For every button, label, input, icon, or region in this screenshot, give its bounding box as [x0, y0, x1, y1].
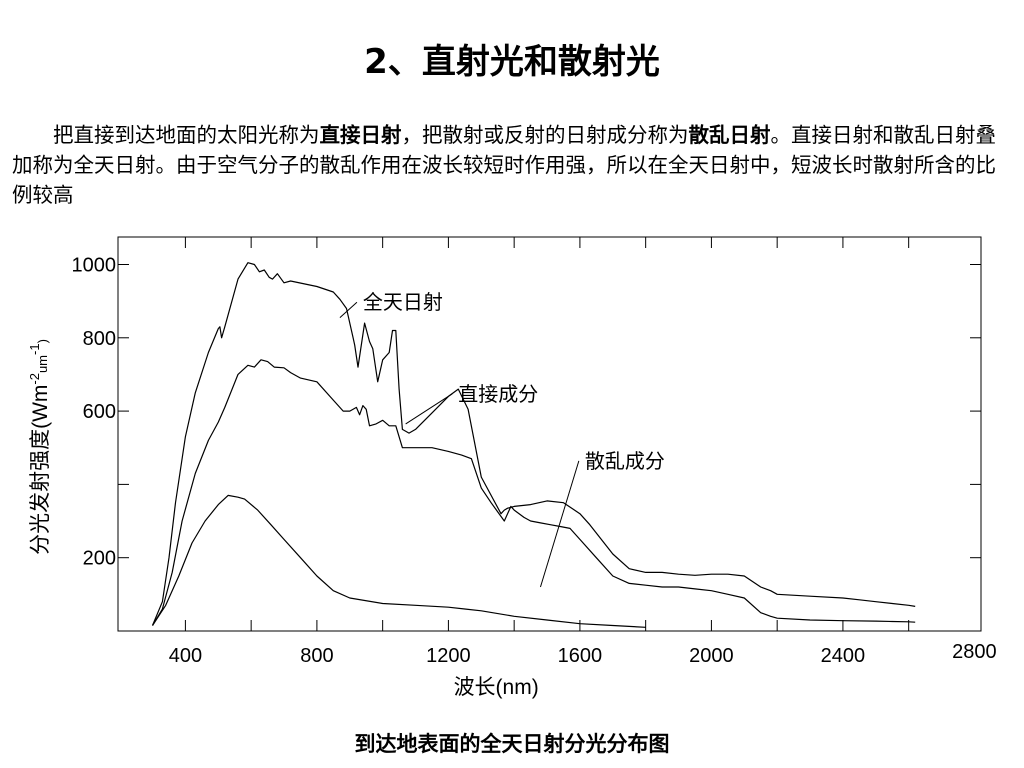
annotation-label-2: 直接成分 — [458, 383, 538, 406]
term-diffuse-radiation: 散乱日射 — [688, 123, 771, 147]
x-tick-label-2400: 2400 — [821, 645, 866, 667]
x-tick-label-2000: 2000 — [689, 645, 734, 667]
annotation-leader-2 — [405, 393, 453, 425]
slide-title: 2、直射光和散射光 — [364, 42, 660, 82]
series-line-2 — [151, 359, 916, 626]
paragraph-text-3: 。直接日射和散乱日射叠加称为全天日射。由于空气分子的散乱作用在波长较短时作用强，… — [12, 123, 996, 207]
y-tick-label-600: 600 — [83, 401, 116, 423]
annotation-label-3: 散乱成分 — [585, 450, 665, 473]
x-tick-label-1200: 1200 — [426, 645, 471, 667]
y-axis-label: 分光发射强度(Wm-2um-1) — [27, 339, 52, 555]
x-axis-label: 波长(nm) — [454, 676, 539, 699]
term-direct-radiation: 直接日射 — [319, 123, 402, 147]
y-axis-label-sup1: -2 — [27, 373, 42, 385]
y-tick-label-800: 800 — [83, 328, 116, 350]
y-tick-label-200: 200 — [83, 548, 116, 570]
intro-paragraph: 把直接到达地面的太阳光称为直接日射，把散射或反射的日射成分称为散乱日射。直接日射… — [12, 120, 1016, 210]
x-tick-label-1600: 1600 — [558, 645, 603, 667]
plot-frame — [117, 236, 982, 632]
paragraph-text-1: 把直接到达地面的太阳光称为 — [53, 123, 320, 147]
y-axis-label-mid: um — [35, 355, 50, 373]
figure-caption: 到达地表面的全天日射分光分布图 — [354, 732, 670, 756]
paragraph-text-2: ，把散射或反射的日射成分称为 — [401, 123, 689, 147]
y-axis-label-main: 分光发射强度(Wm — [29, 385, 52, 555]
y-tick-label-1000: 1000 — [72, 254, 117, 276]
annotation-leader-3 — [539, 460, 580, 588]
x-tick-label-800: 800 — [300, 645, 333, 667]
y-axis-label-end: ) — [35, 339, 50, 343]
x-tick-label-400: 400 — [169, 645, 202, 667]
y-axis-label-sup2: -1 — [27, 343, 42, 355]
series-line-3 — [151, 494, 646, 628]
x-tick-label-2800: 2800 — [952, 641, 997, 663]
annotation-label-1: 全天日射 — [363, 291, 443, 314]
series-line-1 — [151, 262, 916, 626]
annotation-leader-1 — [339, 301, 358, 319]
